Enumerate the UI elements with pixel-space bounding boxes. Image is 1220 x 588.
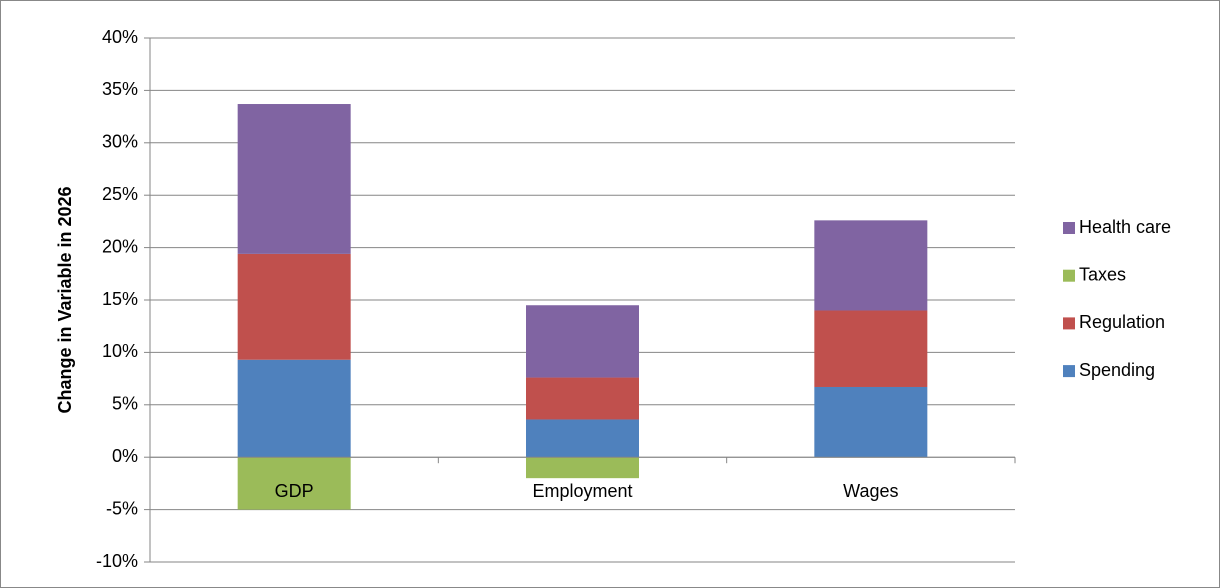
y-axis-label: Change in Variable in 2026 [55,186,75,413]
bar-segment [237,253,351,360]
legend-label: Taxes [1079,264,1126,284]
y-tick-label: 0% [112,446,138,466]
bar-segment [814,386,928,458]
bar-segment [526,457,639,479]
y-tick-label: 5% [112,394,138,414]
bar-segment [237,104,351,254]
bar-segment [814,220,928,311]
y-tick-label: 25% [102,184,138,204]
bar-segment [237,457,351,510]
y-tick-label: 15% [102,289,138,309]
legend-swatch [1063,317,1075,330]
bar-segment [526,377,639,420]
bar-segment [814,310,928,387]
legend-label: Spending [1079,360,1155,380]
y-tick-label: 40% [102,27,138,47]
legend-swatch [1063,365,1075,378]
bar-segment [237,359,351,458]
x-tick-label: Employment [532,481,632,501]
legend-swatch [1063,269,1075,282]
bar-segment [526,305,639,378]
bar-segment [526,419,639,458]
y-tick-label: 20% [102,236,138,256]
x-tick-label: Wages [843,481,898,501]
x-tick-label: GDP [275,481,314,501]
y-tick-label: 35% [102,79,138,99]
y-tick-label: -10% [96,551,138,571]
y-tick-label: 10% [102,341,138,361]
y-tick-label: -5% [106,498,138,518]
legend-label: Regulation [1079,312,1165,332]
y-tick-label: 30% [102,132,138,152]
legend-label: Health care [1079,217,1171,237]
legend-swatch [1063,222,1075,234]
